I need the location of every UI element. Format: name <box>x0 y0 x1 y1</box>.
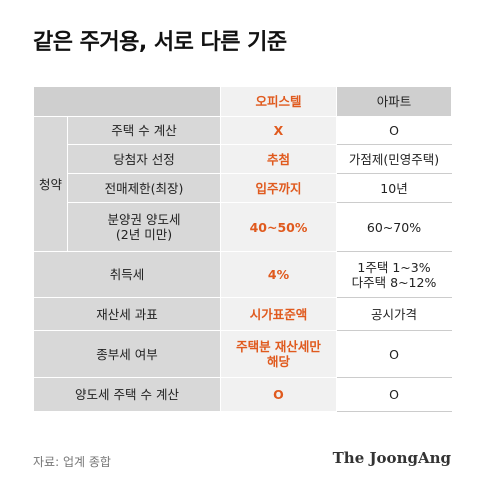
officetel-value-line: 주택분 재산세만 <box>236 339 321 354</box>
brand-logo: The JoongAng <box>332 449 451 467</box>
header-officetel: 오피스텔 <box>220 86 337 117</box>
table-row: 전매제한(최장) 입주까지 10년 <box>34 173 452 203</box>
officetel-value-line: 해당 <box>266 354 290 369</box>
apartment-value-line: 1주택 1~3% <box>357 259 431 275</box>
apartment-value: O <box>336 116 452 145</box>
officetel-value: X <box>220 116 337 145</box>
table-row: 청약 주택 수 계산 X O <box>33 116 452 252</box>
row-label: 재산세 과표 <box>33 297 221 331</box>
apartment-value: 가점제(민영주택) <box>336 144 452 174</box>
officetel-value: 시가표준액 <box>220 297 337 331</box>
row-label-line: (2년 미만) <box>115 227 173 242</box>
apartment-value: 공시가격 <box>336 297 452 331</box>
apartment-value: O <box>336 377 452 412</box>
row-label: 양도세 주택 수 계산 <box>33 377 221 412</box>
row-label: 분양권 양도세 (2년 미만) <box>67 202 221 252</box>
officetel-value: 4% <box>220 251 337 298</box>
apartment-value: 60~70% <box>336 202 452 252</box>
apartment-value: O <box>336 330 452 378</box>
row-label: 취득세 <box>33 251 221 298</box>
table-row: 양도세 주택 수 계산 O O <box>33 377 452 412</box>
source-note: 자료: 업계 종합 <box>33 455 111 469</box>
officetel-value: 입주까지 <box>220 173 337 203</box>
row-label: 종부세 여부 <box>33 330 221 378</box>
page-title: 같은 주거용, 서로 다른 기준 <box>33 30 287 55</box>
table-row: 취득세 4% 1주택 1~3% 다주택 8~12% <box>33 251 452 298</box>
row-label: 당첨자 선정 <box>67 144 221 174</box>
officetel-value: O <box>220 377 337 412</box>
row-label: 전매제한(최장) <box>67 173 221 203</box>
table-row: 종부세 여부 주택분 재산세만 해당 O <box>33 330 452 378</box>
row-label-line: 분양권 양도세 <box>107 212 181 227</box>
table-row: 재산세 과표 시가표준액 공시가격 <box>33 297 452 331</box>
apartment-value-line: 다주택 8~12% <box>351 274 437 290</box>
officetel-value: 40~50% <box>220 202 337 252</box>
officetel-value: 추첨 <box>220 144 337 174</box>
table-row: 분양권 양도세 (2년 미만) 40~50% 60~70% <box>34 202 452 252</box>
comparison-table: 오피스텔 아파트 청약 주택 수 계산 X O 당첨자 선정 추첨 가점제(민영… <box>33 86 452 412</box>
row-label: 주택 수 계산 <box>67 116 221 145</box>
group-label-subscription: 청약 <box>33 116 68 252</box>
header-empty-cell <box>33 86 221 117</box>
header-apartment: 아파트 <box>336 86 452 117</box>
apartment-value: 1주택 1~3% 다주택 8~12% <box>336 251 452 298</box>
table-header-row: 오피스텔 아파트 <box>33 86 452 117</box>
officetel-value: 주택분 재산세만 해당 <box>220 330 337 378</box>
table-row: 당첨자 선정 추첨 가점제(민영주택) <box>34 144 452 174</box>
apartment-value: 10년 <box>336 173 452 203</box>
